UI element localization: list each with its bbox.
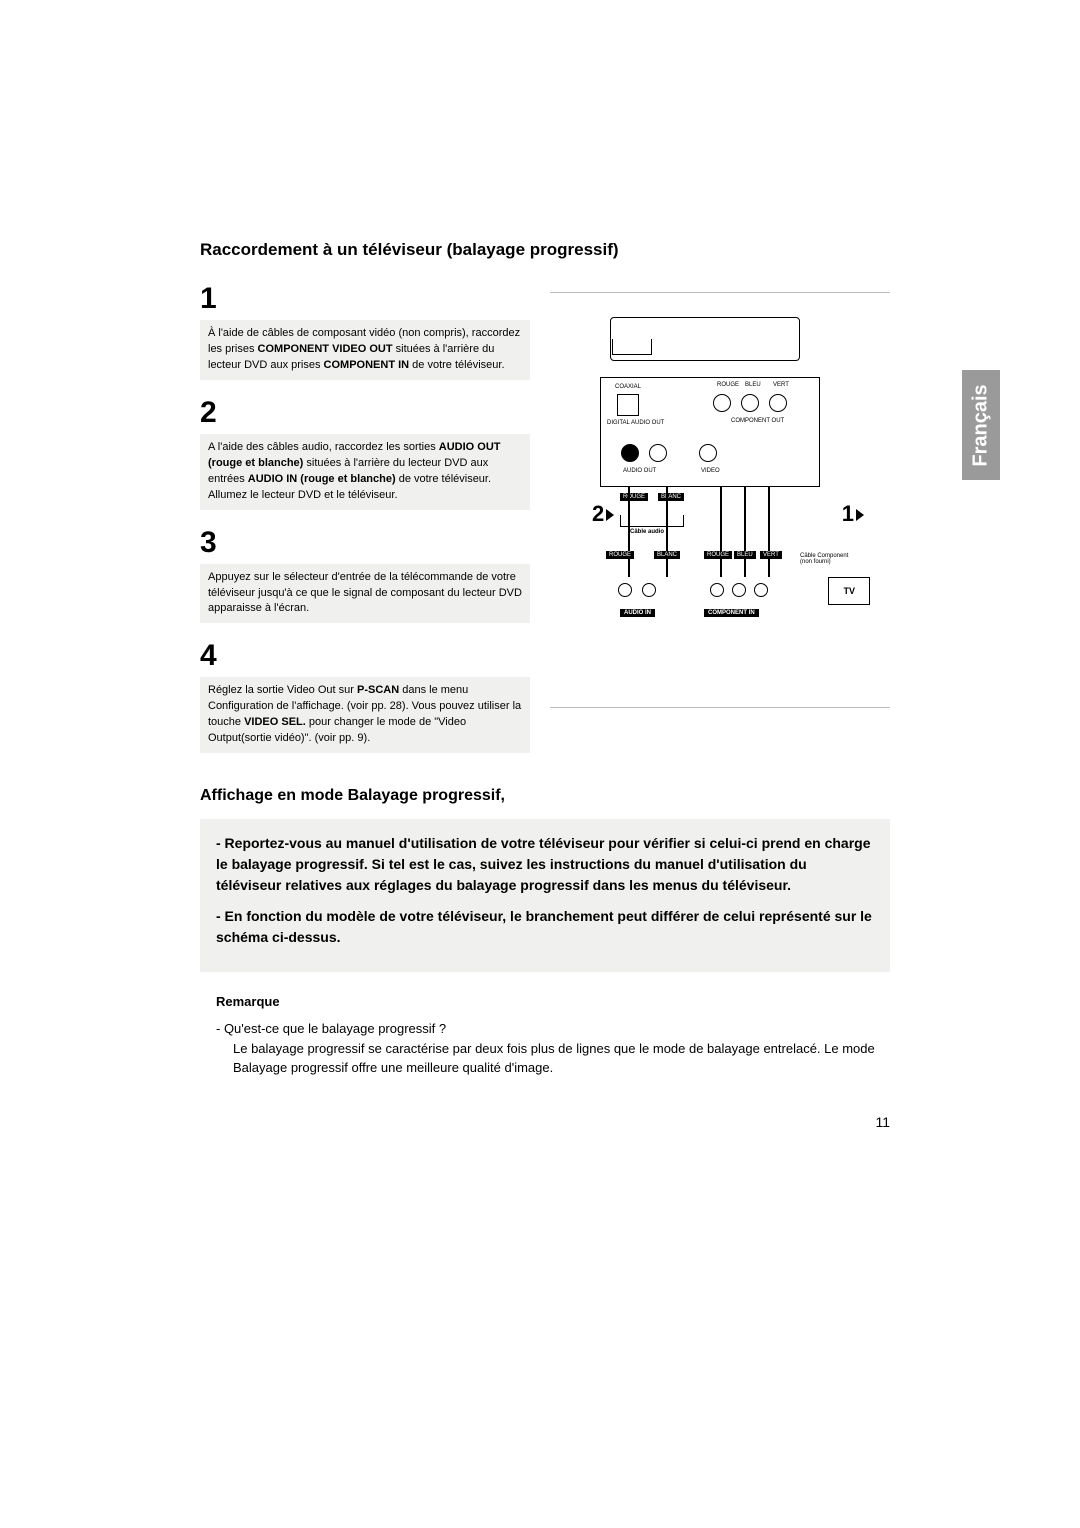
diagram-column: ROUGE BLEU VERT COMPONENT OUT COAXIAL DI… [550, 284, 890, 771]
color-label: BLANC [658, 493, 684, 501]
steps-column: 1 À l'aide de câbles de composant vidéo … [200, 284, 530, 771]
cable-label: Câble audio [630, 529, 664, 535]
jack-pb [741, 394, 759, 412]
step-body: Appuyez sur le sélecteur d'entrée de la … [200, 564, 530, 624]
page-heading: Raccordement à un téléviseur (balayage p… [200, 240, 890, 260]
two-column-layout: 1 À l'aide de câbles de composant vidéo … [200, 284, 890, 771]
color-label: ROUGE [717, 382, 739, 388]
divider [550, 292, 890, 293]
bold-text: P-SCAN [357, 684, 399, 696]
arrow-icon [856, 509, 864, 521]
tv-box: TV [828, 577, 870, 605]
panel-label: VIDEO [701, 468, 720, 474]
jack [754, 583, 768, 597]
text: Réglez la sortie Video Out sur [208, 684, 357, 696]
step-3: 3 Appuyez sur le sélecteur d'entrée de l… [200, 528, 530, 624]
bold-text: COMPONENT IN [324, 359, 410, 371]
bold-text: AUDIO IN (rouge et blanche) [248, 473, 396, 485]
panel-label: COAXIAL [615, 384, 641, 390]
info-box: - Reportez-vous au manuel d'utilisation … [200, 819, 890, 972]
arrow-icon [606, 509, 614, 521]
text: de votre téléviseur. [409, 359, 504, 371]
manual-page: Français Raccordement à un téléviseur (b… [0, 0, 1080, 1528]
dvd-tray [612, 339, 652, 355]
audio-out-jacks [621, 444, 667, 462]
step-number: 1 [200, 284, 530, 314]
panel-label: DIGITAL AUDIO OUT [607, 420, 664, 426]
jack-y [769, 394, 787, 412]
jack [642, 583, 656, 597]
remarque-answer: Le balayage progressif se caractérise pa… [216, 1039, 890, 1078]
callout-number: 1 [842, 501, 854, 526]
jack [732, 583, 746, 597]
callout-number: 2 [592, 501, 604, 526]
tv-label: COMPONENT IN [704, 609, 759, 617]
jack [618, 583, 632, 597]
bold-text: VIDEO SEL. [244, 716, 306, 728]
language-label: Français [970, 384, 993, 466]
color-label: BLEU [734, 551, 756, 559]
divider [550, 707, 890, 708]
step-body: Réglez la sortie Video Out sur P-SCAN da… [200, 677, 530, 753]
cable-line [666, 487, 668, 577]
cable-line [768, 487, 770, 577]
panel-label: AUDIO OUT [623, 468, 656, 474]
color-label: ROUGE [620, 493, 648, 501]
step-body: A l'aide des câbles audio, raccordez les… [200, 434, 530, 510]
tv-audio-in-jacks [618, 583, 656, 597]
connection-diagram: ROUGE BLEU VERT COMPONENT OUT COAXIAL DI… [570, 317, 870, 677]
cable-line [720, 487, 722, 577]
language-tab: Français [962, 370, 1000, 480]
component-out-jacks [713, 394, 787, 412]
subheading: Affichage en mode Balayage progressif, [200, 787, 890, 805]
callout-2: 2 [592, 501, 614, 527]
jack [710, 583, 724, 597]
color-label: VERT [773, 382, 789, 388]
remarque-body: - Qu'est-ce que le balayage progressif ?… [200, 1019, 890, 1078]
dvd-back-panel: ROUGE BLEU VERT COMPONENT OUT COAXIAL DI… [600, 377, 820, 487]
step-number: 3 [200, 528, 530, 558]
remarque-question: - Qu'est-ce que le balayage progressif ? [216, 1019, 890, 1039]
cable-line [628, 487, 630, 577]
color-label: ROUGE [606, 551, 634, 559]
step-2: 2 A l'aide des câbles audio, raccordez l… [200, 398, 530, 510]
text: A l'aide des câbles audio, raccordez les… [208, 441, 439, 453]
jack-audio-r [649, 444, 667, 462]
panel-label: COMPONENT OUT [731, 418, 784, 424]
page-number: 11 [200, 1114, 890, 1130]
step-1: 1 À l'aide de câbles de composant vidéo … [200, 284, 530, 380]
step-number: 2 [200, 398, 530, 428]
color-label: BLEU [745, 382, 761, 388]
coaxial-jack [617, 394, 639, 416]
text: Appuyez sur le sélecteur d'entrée de la … [208, 571, 522, 615]
color-label: VERT [760, 551, 782, 559]
tv-component-in-jacks [710, 583, 768, 597]
callout-1: 1 [842, 501, 864, 527]
color-label: BLANC [654, 551, 680, 559]
tv-label: AUDIO IN [620, 609, 655, 617]
cable-line [744, 487, 746, 577]
bold-text: COMPONENT VIDEO OUT [258, 343, 393, 355]
jack-audio-l [621, 444, 639, 462]
info-paragraph: - Reportez-vous au manuel d'utilisation … [216, 833, 874, 896]
jack-pr [713, 394, 731, 412]
cable-label: Câble Component (non fourni) [800, 553, 860, 565]
remarque-heading: Remarque [200, 994, 890, 1009]
step-number: 4 [200, 641, 530, 671]
step-4: 4 Réglez la sortie Video Out sur P-SCAN … [200, 641, 530, 753]
color-label: ROUGE [704, 551, 732, 559]
jack-video [699, 444, 717, 462]
info-paragraph: - En fonction du modèle de votre télévis… [216, 906, 874, 948]
step-body: À l'aide de câbles de composant vidéo (n… [200, 320, 530, 380]
